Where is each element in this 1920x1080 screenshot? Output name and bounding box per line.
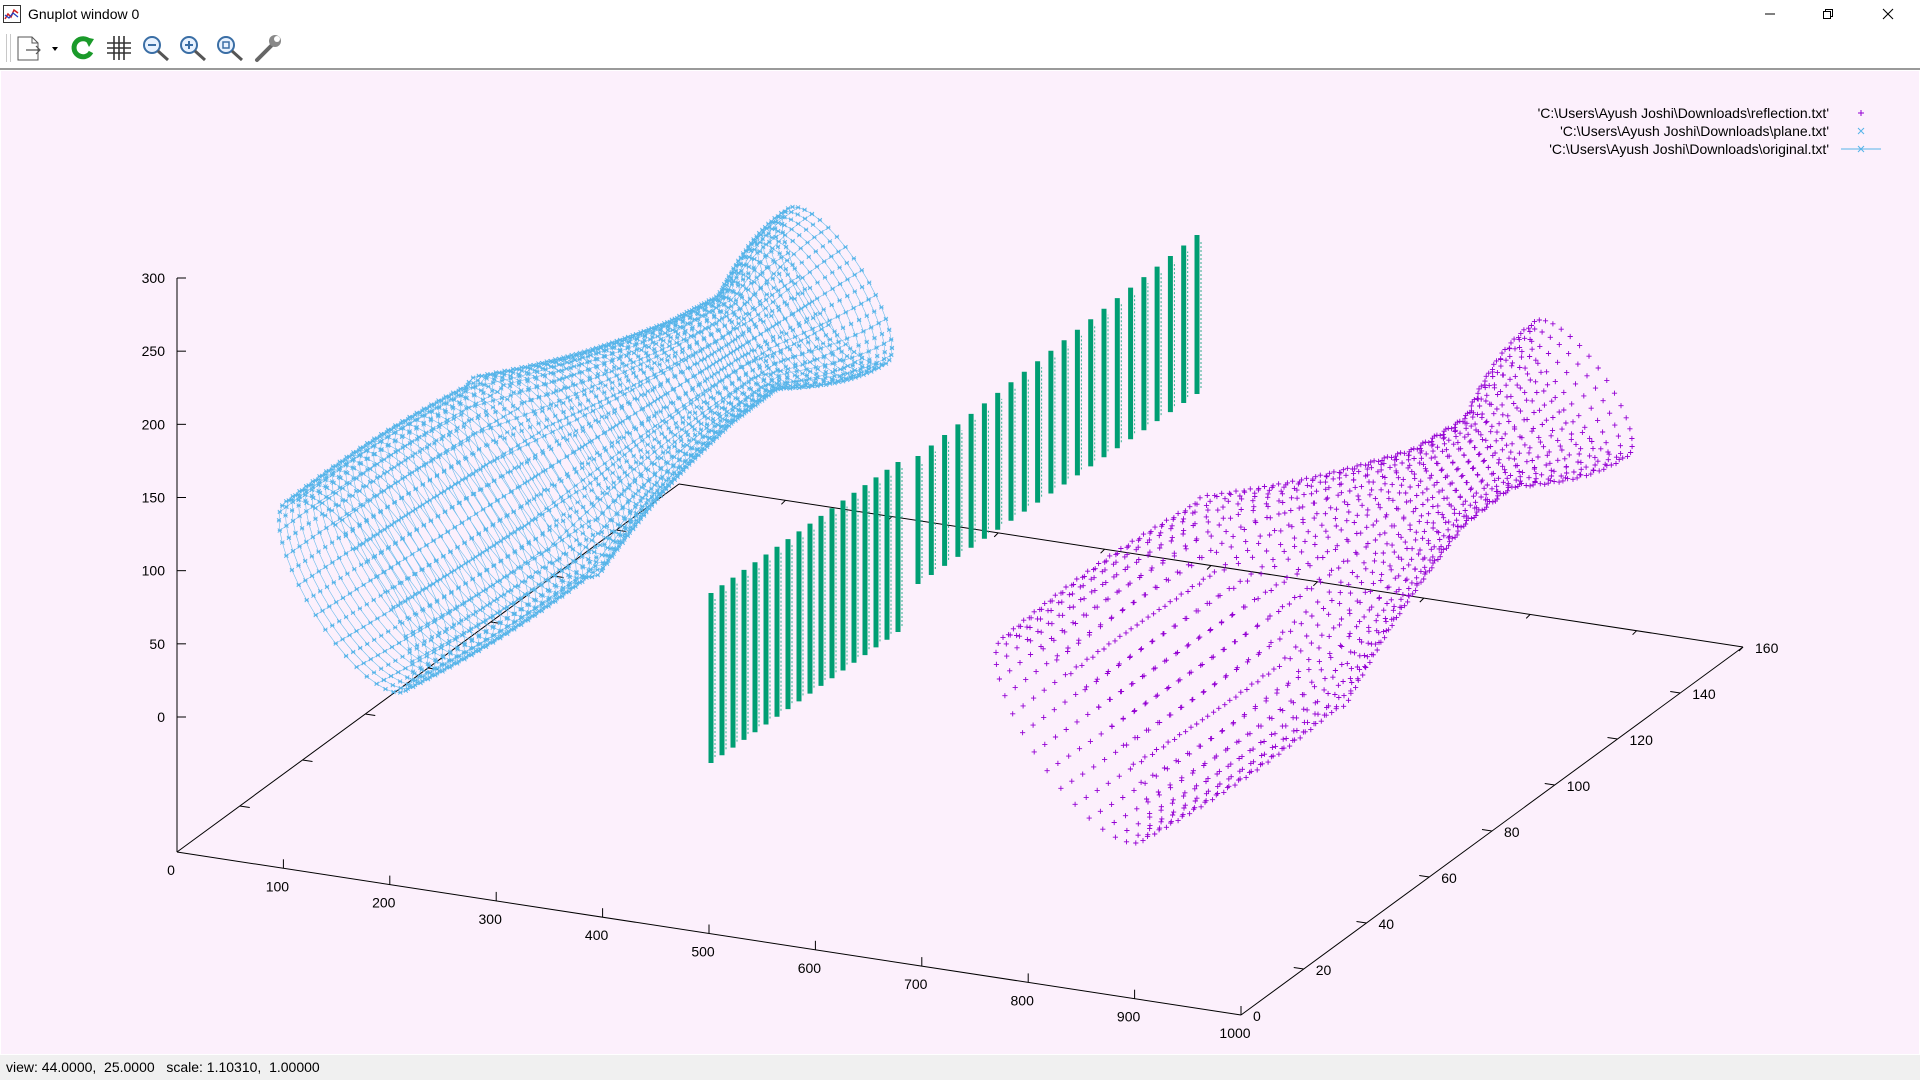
y-tick-label: 60 xyxy=(1441,870,1457,886)
x-tick-label: 100 xyxy=(266,878,290,894)
x-tick-mark-far xyxy=(1100,548,1105,554)
y-tick-mark xyxy=(1419,875,1430,878)
x-tick-label: 700 xyxy=(904,976,928,992)
x-tick-mark-far xyxy=(781,499,786,505)
plot-canvas[interactable]: 0100200300400500600700800900100002040608… xyxy=(1,71,1919,1054)
status-text: view: 44.0000, 25.0000 scale: 1.10310, 1… xyxy=(6,1059,320,1075)
x-tick-label: 600 xyxy=(798,960,822,976)
series-reflection xyxy=(993,317,1635,846)
legend: 'C:\Users\Ayush Joshi\Downloads\reflecti… xyxy=(1538,105,1881,157)
axes: 0100200300400500600700800900100002040608… xyxy=(142,270,1779,1041)
y-tick-label: 100 xyxy=(1567,778,1591,794)
replot-button[interactable] xyxy=(68,33,98,63)
z-tick-label: 150 xyxy=(142,490,166,506)
z-tick-label: 0 xyxy=(157,709,165,725)
y-tick-mark xyxy=(1356,921,1367,924)
zoom-out-icon xyxy=(143,36,170,62)
toolbar-grip[interactable] xyxy=(6,34,11,62)
export-document-icon xyxy=(17,36,58,61)
zoom-previous-button[interactable] xyxy=(141,33,171,63)
x-tick-label: 200 xyxy=(372,895,396,911)
y-tick-label: 120 xyxy=(1630,732,1654,748)
original-lines xyxy=(278,206,893,693)
y-tick-mark xyxy=(1607,737,1618,740)
plane-strips xyxy=(708,235,1200,763)
gnuplot-app-icon xyxy=(3,5,21,23)
dropdown-arrow-icon xyxy=(52,47,58,51)
z-tick-label: 100 xyxy=(142,563,166,579)
close-icon xyxy=(1882,8,1894,20)
restore-button[interactable] xyxy=(1800,0,1856,28)
y-tick-label: 20 xyxy=(1316,962,1332,978)
z-tick-label: 50 xyxy=(149,636,165,652)
zoom-in-icon xyxy=(180,36,207,62)
legend-marker-star xyxy=(1857,145,1865,153)
window-title: Gnuplot window 0 xyxy=(28,6,140,22)
series-plane xyxy=(708,235,1202,763)
grid-button[interactable] xyxy=(104,33,134,63)
grid-icon xyxy=(107,36,131,60)
series-original xyxy=(276,204,895,695)
legend-label: 'C:\Users\Ayush Joshi\Downloads\original… xyxy=(1549,141,1829,157)
x-tick-mark-far xyxy=(1206,565,1212,570)
z-tick-label: 200 xyxy=(142,416,166,432)
y-tick-mark-far xyxy=(365,713,376,716)
legend-label: 'C:\Users\Ayush Joshi\Downloads\plane.tx… xyxy=(1560,123,1829,139)
x-tick-mark-far xyxy=(1738,646,1744,652)
x-tick-label: 1000 xyxy=(1219,1025,1250,1041)
plane-strip-points xyxy=(714,241,1202,757)
replot-icon xyxy=(71,36,94,60)
minimize-icon xyxy=(1765,13,1775,15)
y-tick-mark-far xyxy=(302,759,313,762)
status-bar: view: 44.0000, 25.0000 scale: 1.10310, 1… xyxy=(0,1055,1920,1080)
y-tick-label: 0 xyxy=(1253,1008,1261,1024)
legend-label: 'C:\Users\Ayush Joshi\Downloads\reflecti… xyxy=(1538,105,1829,121)
y-tick-mark-far xyxy=(239,805,250,808)
plot-area[interactable]: 0 100 200 300 400 500 600 700 800 900 1000 0 20 40 60 8… xyxy=(1,71,1919,1054)
reflection-points xyxy=(993,317,1635,846)
title-bar: Gnuplot window 0 xyxy=(0,0,1920,28)
close-button[interactable] xyxy=(1860,0,1916,28)
y-tick-label: 40 xyxy=(1379,916,1395,932)
x-tick-label: 400 xyxy=(585,927,609,943)
x-tick-label: 900 xyxy=(1117,1009,1141,1025)
export-menu-button[interactable] xyxy=(14,33,60,63)
x-tick-mark-far xyxy=(1313,581,1318,587)
z-tick-label: 300 xyxy=(142,270,166,286)
x-tick-mark-far xyxy=(993,532,999,538)
x-tick-label: 300 xyxy=(479,911,503,927)
x-tick-label: 800 xyxy=(1011,992,1035,1008)
x-tick-mark-far xyxy=(1632,630,1637,636)
z-tick-label: 250 xyxy=(142,343,166,359)
x-tick-label: 0 xyxy=(167,862,175,878)
autoscale-button[interactable] xyxy=(215,33,245,63)
y-tick-mark xyxy=(1544,783,1555,786)
x-tick-label: 500 xyxy=(691,944,715,960)
toolbar xyxy=(0,28,1920,70)
options-button[interactable] xyxy=(252,33,284,63)
x-tick-mark-far xyxy=(1419,597,1425,603)
x-tick-mark-far xyxy=(1525,614,1531,619)
y-tick-label: 80 xyxy=(1504,824,1520,840)
wrench-icon xyxy=(255,35,281,62)
zoom-autoscale-icon xyxy=(217,36,244,62)
y-tick-mark xyxy=(1293,967,1304,970)
y-tick-mark xyxy=(1670,691,1681,694)
legend-marker-plus xyxy=(1858,110,1864,116)
minimize-button[interactable] xyxy=(1742,0,1798,28)
zoom-next-button[interactable] xyxy=(178,33,208,63)
y-tick-mark xyxy=(1481,829,1493,832)
y-tick-label: 160 xyxy=(1755,640,1779,656)
legend-marker-x xyxy=(1857,127,1865,135)
restore-icon xyxy=(1823,9,1833,19)
y-tick-label: 140 xyxy=(1692,686,1716,702)
